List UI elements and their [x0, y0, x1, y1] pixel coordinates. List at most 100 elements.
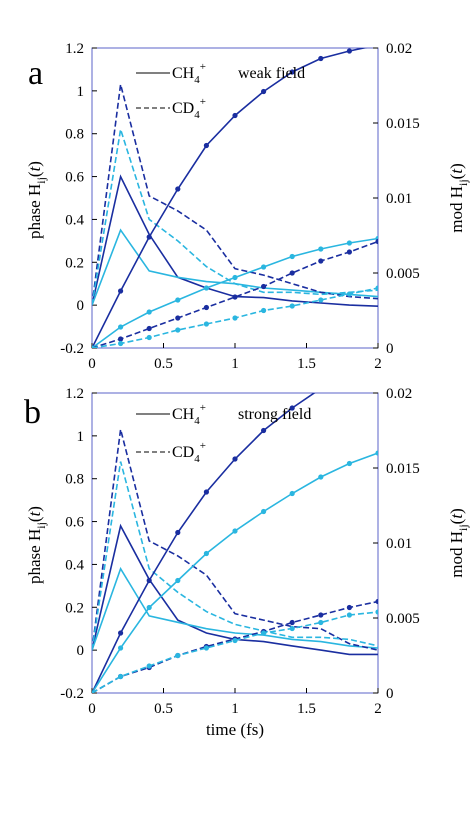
series-point	[318, 246, 324, 252]
series-point	[203, 321, 209, 327]
series-point	[175, 315, 181, 321]
series-point	[289, 490, 295, 497]
field-annotation: weak field	[238, 65, 305, 82]
legend: CH4+ CD4+ strong field	[136, 402, 311, 465]
series-point	[175, 529, 181, 536]
series-point	[146, 604, 152, 611]
series-point	[289, 253, 295, 260]
y-left-tick-label: 1.2	[65, 386, 84, 402]
series-line-5	[92, 48, 368, 348]
series-point	[289, 619, 295, 626]
panel-b: b -0.200.20.40.60.811.2 00.0050.010.0150…	[24, 386, 470, 739]
legend: CH4+ CD4+ weak field	[136, 61, 305, 121]
series-point	[92, 690, 95, 693]
series-point	[175, 577, 181, 584]
y-left-tick-label: 0.6	[65, 515, 84, 531]
right-axis-ticks: 0 0.005 0.01 0.015 0.02	[373, 386, 420, 702]
series-layer	[92, 48, 378, 348]
series-point	[175, 652, 181, 659]
series-point	[261, 508, 267, 515]
series-point	[261, 283, 267, 290]
y-right-tick-label: 0.02	[386, 386, 412, 402]
y-right-tick-label: 0.015	[386, 116, 420, 132]
series-point	[175, 327, 181, 333]
series-point	[118, 645, 124, 651]
series-point	[318, 258, 324, 264]
x-tick-label: 2	[374, 356, 382, 372]
series-point	[175, 297, 181, 303]
series-point	[232, 294, 238, 300]
series-point	[146, 309, 152, 315]
series-line-7	[92, 600, 378, 693]
series-point	[318, 619, 324, 626]
plot-frame	[91, 47, 379, 349]
x-tick-label: 0	[88, 701, 96, 717]
series-point	[318, 612, 324, 618]
series-line-3	[92, 84, 378, 306]
x-tick-label: 1	[231, 701, 239, 717]
series-point	[175, 186, 181, 192]
y-right-tick-label: 0.005	[386, 611, 420, 627]
y-left-tick-label: 1	[77, 84, 85, 100]
series-point	[375, 285, 378, 291]
series-point	[289, 69, 295, 75]
legend-ch4-label: CH4+	[172, 61, 206, 86]
series-point	[375, 450, 378, 456]
series-point	[346, 460, 352, 467]
series-point	[318, 297, 324, 303]
y-right-axis-title: mod Hij(t)	[447, 163, 470, 233]
plot-frame	[91, 392, 379, 694]
y-right-tick-label: 0	[386, 686, 394, 702]
y-left-tick-label: 1	[77, 429, 85, 445]
series-line-7	[92, 240, 378, 348]
x-tick-label: 0	[88, 356, 96, 372]
series-point	[203, 550, 209, 557]
series-point	[375, 598, 378, 605]
series-point	[118, 630, 124, 636]
y-left-tick-label: 1.2	[65, 41, 84, 57]
series-point	[232, 456, 238, 462]
x-tick-label: 0.5	[154, 356, 173, 372]
series-point	[146, 234, 152, 240]
series-point	[318, 474, 324, 480]
series-point	[118, 288, 124, 294]
y-left-tick-label: 0.2	[65, 255, 84, 271]
series-point	[146, 325, 152, 332]
series-line-6	[92, 452, 378, 693]
series-point	[346, 604, 352, 611]
y-left-axis-title: phase Hij(t)	[25, 161, 48, 239]
series-point	[346, 48, 352, 54]
series-point	[289, 303, 295, 309]
y-left-tick-label: -0.2	[60, 686, 84, 702]
series-point	[261, 264, 267, 270]
y-right-tick-label: 0.005	[386, 266, 420, 282]
y-left-tick-label: 0.8	[65, 472, 84, 488]
series-point	[318, 386, 323, 391]
series-point	[346, 291, 352, 297]
series-point	[289, 270, 295, 276]
series-point	[118, 336, 124, 342]
y-right-tick-label: 0.02	[386, 41, 412, 57]
series-point	[118, 324, 124, 330]
series-point	[261, 630, 267, 636]
series-point	[203, 645, 209, 651]
y-right-tick-label: 0.01	[386, 191, 412, 207]
series-point	[289, 625, 295, 632]
y-left-tick-label: -0.2	[60, 341, 84, 357]
series-line-4	[92, 461, 378, 651]
y-left-tick-label: 0	[77, 298, 85, 314]
series-line-4	[92, 129, 378, 306]
x-tick-label: 1	[231, 356, 239, 372]
y-left-tick-label: 0.4	[65, 212, 84, 228]
x-tick-label: 0.5	[154, 701, 173, 717]
legend-ch4-label: CH4+	[172, 402, 206, 427]
series-point	[318, 55, 324, 62]
left-axis-ticks: -0.2 0 0.2 0.4 0.6 0.8 1 1.2	[60, 41, 97, 357]
x-tick-label: 2	[374, 701, 382, 717]
y-left-tick-label: 0.6	[65, 170, 84, 186]
series-point	[346, 612, 352, 618]
y-left-tick-label: 0.4	[65, 557, 84, 573]
series-line-1	[92, 523, 378, 656]
series-point	[346, 240, 352, 246]
